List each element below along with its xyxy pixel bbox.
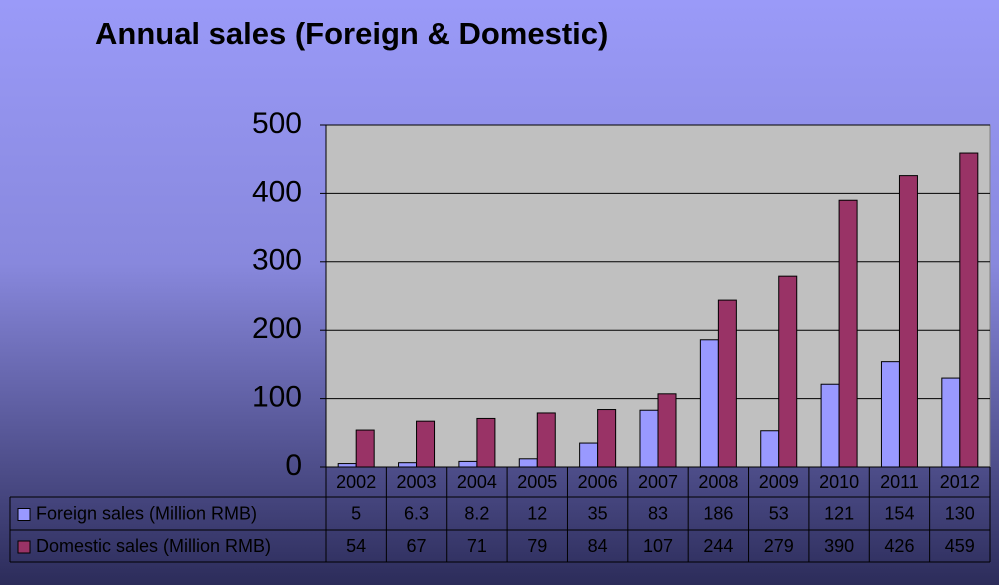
table-value: 130 xyxy=(945,503,975,523)
table-value: 121 xyxy=(824,503,854,523)
x-tick-label: 2010 xyxy=(819,472,859,492)
bar xyxy=(355,429,375,468)
y-tick-label: 500 xyxy=(252,107,302,140)
table-value: 35 xyxy=(588,503,608,523)
bar xyxy=(416,420,436,468)
x-tick-label: 2011 xyxy=(880,472,919,492)
table-value: 53 xyxy=(769,503,789,523)
bar xyxy=(959,152,979,468)
bar xyxy=(476,417,496,468)
table-value: 12 xyxy=(527,503,547,523)
bar xyxy=(778,275,798,468)
table-value: 390 xyxy=(824,536,854,556)
chart-title: Annual sales (Foreign & Domestic) xyxy=(95,16,608,51)
table-value: 5 xyxy=(351,503,361,523)
table-value: 244 xyxy=(703,536,733,556)
y-tick-label: 200 xyxy=(252,312,302,345)
bar xyxy=(898,175,918,468)
bar xyxy=(639,409,659,468)
x-tick-label: 2008 xyxy=(698,472,738,492)
table-value: 154 xyxy=(884,503,914,523)
bar xyxy=(518,458,538,468)
table-value: 107 xyxy=(643,536,673,556)
table-value: 67 xyxy=(407,536,427,556)
legend-label: Domestic sales (Million RMB) xyxy=(36,536,271,556)
bar xyxy=(337,463,357,468)
x-tick-label: 2005 xyxy=(517,472,557,492)
x-tick-label: 2003 xyxy=(397,472,437,492)
bar xyxy=(880,361,900,468)
legend-key xyxy=(17,508,31,521)
table-value: 84 xyxy=(588,536,608,556)
bar xyxy=(657,393,677,468)
x-tick-label: 2009 xyxy=(759,472,799,492)
table-value: 54 xyxy=(346,536,366,556)
bar xyxy=(458,460,478,468)
legend-label: Foreign sales (Million RMB) xyxy=(36,503,257,523)
table-value: 6.3 xyxy=(404,503,429,523)
table-value: 186 xyxy=(703,503,733,523)
table-value: 71 xyxy=(467,536,487,556)
x-tick-label: 2006 xyxy=(578,472,618,492)
table-value: 459 xyxy=(945,536,975,556)
y-tick-label: 300 xyxy=(252,244,302,277)
x-tick-label: 2012 xyxy=(940,472,980,492)
table-value: 79 xyxy=(527,536,547,556)
x-tick-label: 2007 xyxy=(638,472,678,492)
table-value: 83 xyxy=(648,503,668,523)
y-tick-label: 0 xyxy=(285,449,302,482)
bar xyxy=(597,409,617,468)
x-tick-label: 2004 xyxy=(457,472,497,492)
bar xyxy=(579,442,599,468)
bar xyxy=(699,339,719,468)
bar xyxy=(838,199,858,468)
bar xyxy=(941,377,961,468)
legend-key xyxy=(17,540,31,554)
x-tick-label: 2002 xyxy=(336,472,376,492)
bar xyxy=(820,383,840,468)
y-tick-label: 400 xyxy=(252,175,302,208)
bar xyxy=(760,430,780,468)
bar xyxy=(717,299,737,468)
table-value: 279 xyxy=(764,536,794,556)
bar xyxy=(398,462,418,468)
y-tick-label: 100 xyxy=(252,381,302,414)
table-value: 426 xyxy=(884,536,914,556)
bar xyxy=(536,412,556,468)
table-value: 8.2 xyxy=(464,503,489,523)
